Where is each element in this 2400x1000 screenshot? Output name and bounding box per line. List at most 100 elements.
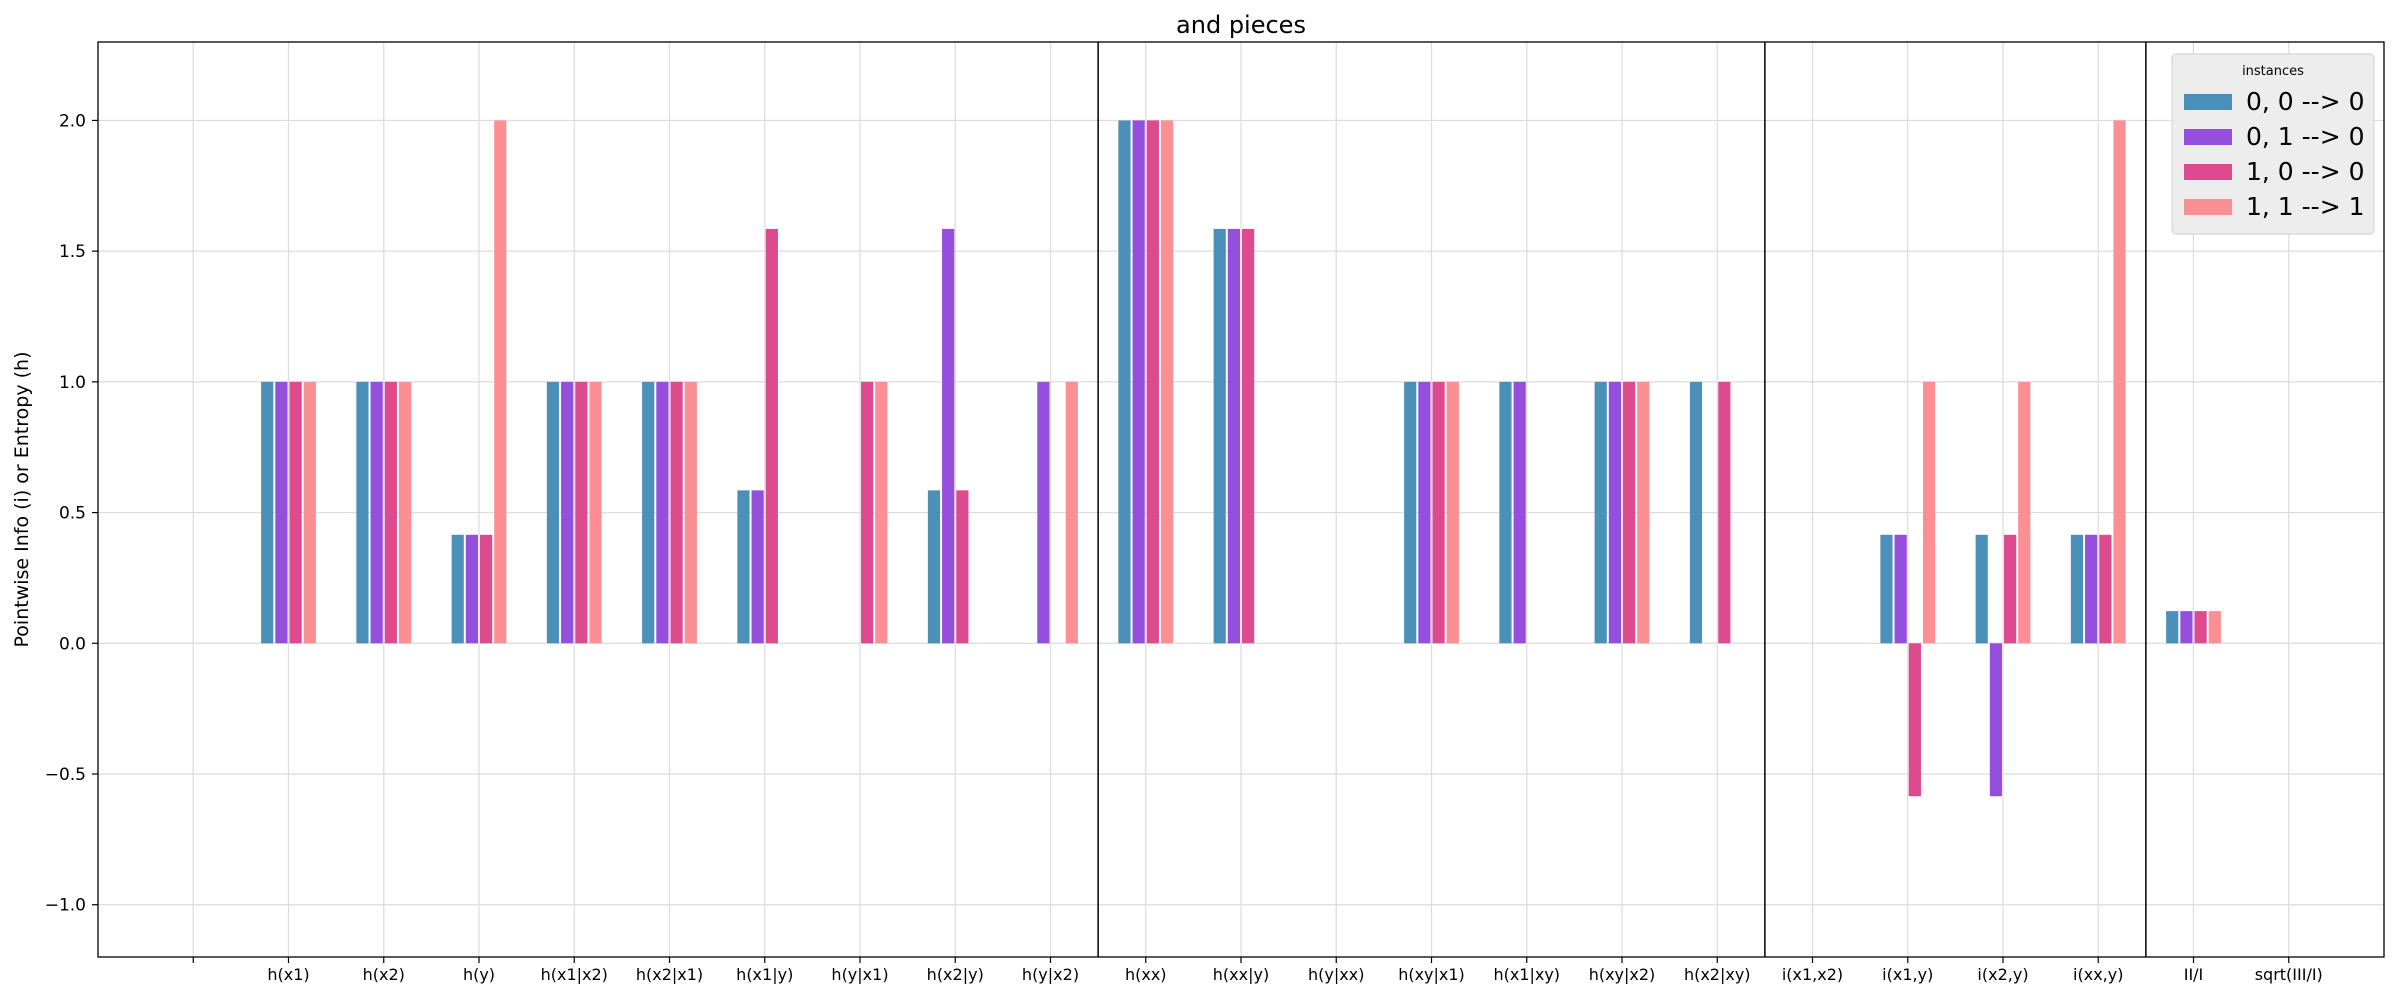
y-tick-label: 0.5 (59, 504, 86, 524)
bar (303, 381, 316, 644)
bar (370, 381, 383, 644)
bar (1989, 643, 2002, 797)
bar (2208, 611, 2221, 644)
legend: instances 0, 0 --> 0 0, 1 --> 0 1, 0 --> 0… (2171, 53, 2375, 235)
x-tick-label: h(y) (463, 965, 495, 984)
legend-items: 0, 0 --> 0 0, 1 --> 0 1, 0 --> 0 1, 1 --> 1 (2184, 87, 2365, 221)
bar (765, 228, 778, 644)
x-tick-label: h(y|x2) (1022, 965, 1079, 984)
bar (1513, 381, 1526, 644)
bar (642, 381, 655, 644)
y-tick-label: 0.0 (59, 634, 86, 654)
chart-title: and pieces (1176, 11, 1306, 39)
bar (751, 490, 764, 644)
legend-swatch (2184, 129, 2232, 145)
legend-label: 0, 0 --> 0 (2246, 87, 2365, 116)
bar (2194, 611, 2207, 644)
bar (1213, 228, 1226, 644)
x-tick-label: sqrt(III/I) (2255, 965, 2323, 984)
bar (1718, 381, 1731, 644)
bar (956, 490, 969, 644)
legend-label: 1, 0 --> 0 (2246, 157, 2365, 186)
grid-layer (98, 42, 2384, 957)
bar (384, 381, 397, 644)
x-tick-label: h(x1|x2) (541, 965, 608, 984)
legend-swatch (2184, 94, 2232, 110)
bar (1418, 381, 1431, 644)
bar (451, 534, 464, 644)
bar (942, 228, 955, 644)
bar (1132, 120, 1145, 644)
bar (1880, 534, 1893, 644)
bar (1227, 228, 1240, 644)
bar (356, 381, 369, 644)
x-tick-label: i(xx,y) (2073, 965, 2123, 984)
x-tick-label: h(y|x1) (831, 965, 888, 984)
bar (861, 381, 874, 644)
bar (575, 381, 588, 644)
bar (494, 120, 507, 644)
x-tick-label: h(y|xx) (1308, 965, 1364, 984)
legend-title: instances (2242, 64, 2304, 79)
bar (1037, 381, 1050, 644)
x-tick-label: h(xx|y) (1213, 965, 1269, 984)
bar (589, 381, 602, 644)
legend-label: 0, 1 --> 0 (2246, 122, 2365, 151)
y-axis-label: Pointwise Info (i) or Entropy (h) (11, 352, 33, 648)
x-tick-label: h(x2|xy) (1684, 965, 1751, 984)
bar (2180, 611, 2193, 644)
bar (465, 534, 478, 644)
separator-layer (1097, 42, 2147, 957)
bar (2085, 534, 2098, 644)
bar (1499, 381, 1512, 644)
bar (2113, 120, 2126, 644)
y-tick-label: −1.0 (45, 896, 86, 916)
x-tick-label: II/I (2184, 965, 2204, 984)
y-tick-label: −0.5 (45, 765, 86, 785)
bar (1404, 381, 1417, 644)
bar (1160, 120, 1174, 644)
bar (1065, 381, 1078, 644)
bar (1594, 381, 1607, 644)
x-tick-label: h(xx) (1125, 965, 1167, 984)
bar (261, 381, 274, 644)
bar (2166, 611, 2179, 644)
x-tick-label: h(x1) (267, 965, 309, 984)
y-tick-label: 1.0 (59, 373, 86, 393)
legend-swatch (2184, 199, 2232, 215)
bar (2070, 534, 2084, 644)
bar (546, 381, 560, 644)
bar (1432, 381, 1445, 644)
legend-swatch (2184, 164, 2232, 180)
x-tick-label: i(x1,x2) (1782, 965, 1843, 984)
x-tick-label: h(x2) (363, 965, 405, 984)
bar (275, 381, 288, 644)
bar-layer (261, 120, 2221, 797)
bar (480, 534, 493, 644)
bar (289, 381, 302, 644)
y-tick-label: 2.0 (59, 111, 86, 131)
bar (684, 381, 697, 644)
bar (2018, 381, 2031, 644)
x-axis-ticks: h(x1) h(x2) h(y) h(x1|x2) h(x2|x1) h(x1|y) h(y… (192, 957, 2323, 984)
bar (1689, 381, 1703, 644)
bar (1118, 120, 1131, 644)
bar (670, 381, 683, 644)
bar (1975, 534, 1988, 644)
bar (561, 381, 574, 644)
y-tick-label: 1.5 (59, 242, 86, 262)
bar (656, 381, 669, 644)
bar (1623, 381, 1636, 644)
x-tick-label: h(x2|x1) (636, 965, 703, 984)
bar (2004, 534, 2017, 644)
x-tick-label: h(x2|y) (927, 965, 984, 984)
bar (737, 490, 750, 644)
x-tick-label: h(xy|x1) (1398, 965, 1465, 984)
bar (2099, 534, 2112, 644)
x-tick-label: h(x1|y) (736, 965, 793, 984)
bar (398, 381, 412, 644)
bar (1894, 534, 1907, 644)
bar (1446, 381, 1459, 644)
bar (1242, 228, 1255, 644)
